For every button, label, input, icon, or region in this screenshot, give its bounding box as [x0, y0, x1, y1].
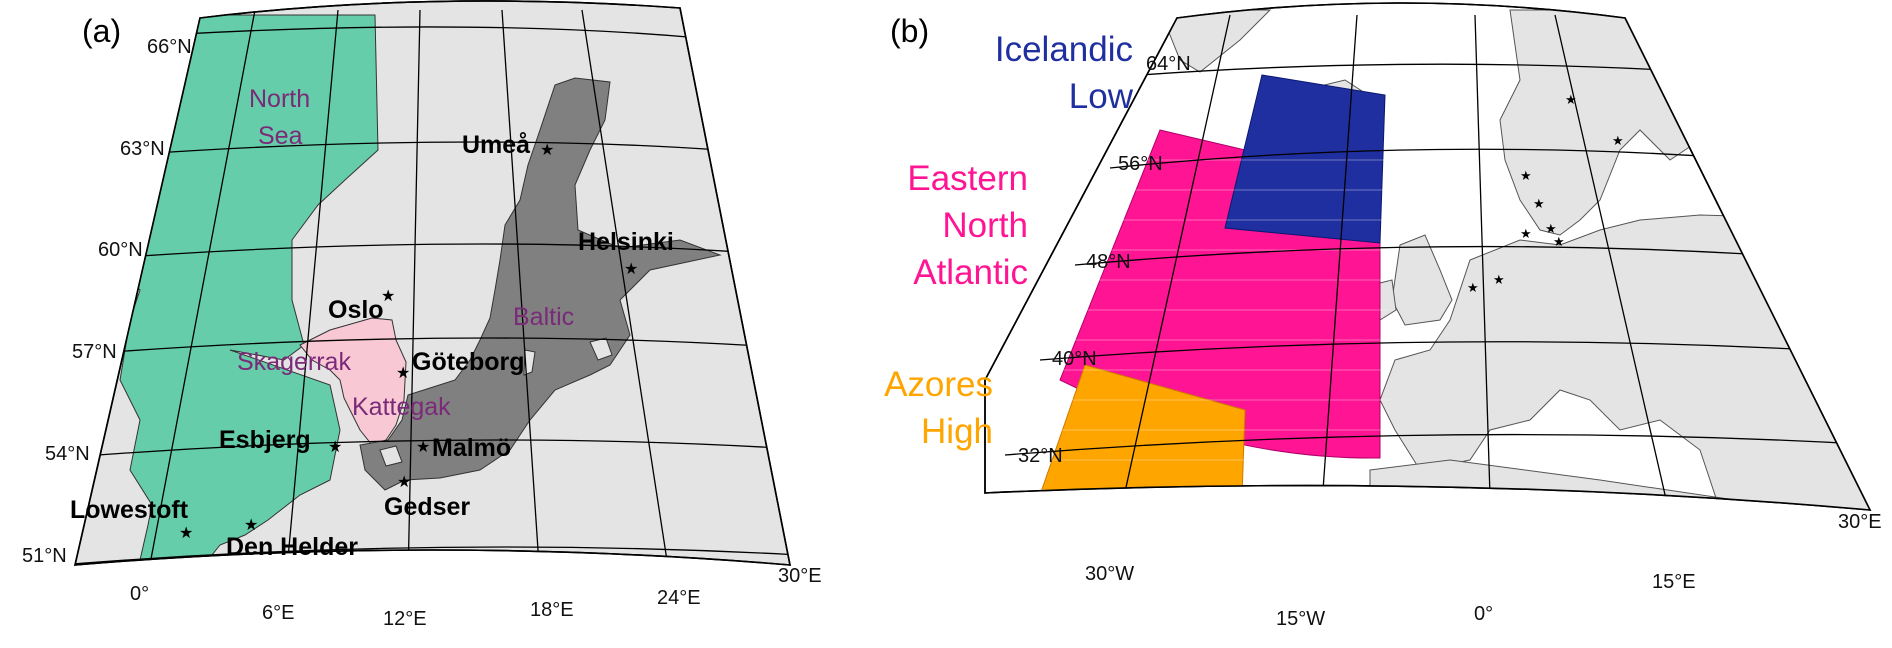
panel-b-domain-labels: Icelandic Low Eastern North Atlantic Azo…: [884, 30, 1134, 451]
lon-label-0: 0°: [130, 583, 149, 605]
lat-label-60n: 60°N: [98, 239, 143, 261]
panel-b-map: ★ ★ ★ ★ ★ ★ ★ ★ ★: [984, 2, 1872, 511]
lon-label-12e: 12°E: [383, 608, 427, 630]
lat-label-56n: 56°N: [1118, 153, 1163, 175]
svg-text:★: ★: [1520, 168, 1532, 183]
lon-label-0: 0°: [1474, 603, 1493, 625]
station-oslo-marker: ★: [381, 288, 395, 305]
gotland-island: [523, 349, 536, 376]
lat-label-66n: 66°N: [147, 36, 192, 58]
panel-a-meridians: [146, 9, 671, 565]
lat-label-48n: 48°N: [1086, 251, 1131, 273]
panel-b-parallels: [1004, 63, 1870, 456]
station-gedser-marker: ★: [397, 474, 411, 491]
icelandic-low-domain: [1224, 74, 1386, 244]
azores-high-label-line2: High: [921, 412, 993, 451]
station-helsinki-label: Helsinki: [578, 228, 674, 256]
lon-label-6e: 6°E: [262, 602, 294, 624]
lon-label-30e: 30°E: [1838, 511, 1882, 533]
station-helsinki-marker: ★: [624, 261, 638, 278]
station-den-helder-marker: ★: [244, 517, 258, 534]
lat-label-63n: 63°N: [120, 138, 165, 160]
station-malmo-label: Malmö: [432, 434, 511, 462]
eastern-north-atlantic-label-line2: North: [942, 206, 1028, 245]
skagerrak-label: Skagerrak: [237, 348, 351, 376]
panel-b-lat-labels: 64°N 56°N 48°N 40°N 32°N: [1018, 53, 1191, 467]
svg-text:★: ★: [1545, 221, 1557, 236]
panel-a-stations: Umeå ★ Helsinki ★ Oslo ★ Göteborg ★ Esbj…: [70, 131, 674, 561]
baltic-sea-region: [359, 77, 722, 491]
north-sea-label-line1: North: [249, 85, 310, 113]
lat-label-40n: 40°N: [1052, 348, 1097, 370]
panel-a-region-labels: North Sea Skagerrak Kattegak Baltic: [237, 85, 574, 421]
panel-b-lon-labels: 30°W 15°W 0° 15°E 30°E: [1085, 511, 1882, 630]
svg-text:★: ★: [1467, 280, 1479, 295]
svg-text:★: ★: [1612, 133, 1624, 148]
station-oslo-label: Oslo: [328, 296, 384, 324]
eastern-north-atlantic-label-line1: Eastern: [907, 159, 1028, 198]
svg-text:★: ★: [1533, 196, 1545, 211]
panel-a-map: [73, 0, 791, 566]
lon-label-24e: 24°E: [657, 587, 701, 609]
azores-high-label-line1: Azores: [884, 365, 993, 404]
panel-a-label: (a): [82, 13, 121, 49]
lon-label-30e: 30°E: [778, 565, 822, 587]
svg-text:★: ★: [1520, 226, 1532, 241]
north-sea-label-line2: Sea: [258, 122, 303, 150]
lat-label-32n: 32°N: [1018, 445, 1063, 467]
svg-text:★: ★: [1553, 234, 1565, 249]
icelandic-low-label-line1: Icelandic: [995, 30, 1133, 69]
station-den-helder-label: Den Helder: [226, 533, 358, 561]
station-esbjerg-label: Esbjerg: [219, 426, 311, 454]
svg-text:★: ★: [1493, 272, 1505, 287]
danish-island: [379, 445, 403, 467]
station-goteborg-marker: ★: [396, 365, 410, 382]
lat-label-51n: 51°N: [22, 545, 67, 567]
panel-b-meridians: [1109, 14, 1681, 510]
lon-label-30w: 30°W: [1085, 563, 1134, 585]
kattegat-label: Kattegak: [352, 393, 451, 421]
station-malmo-marker: ★: [416, 439, 430, 456]
lon-label-18e: 18°E: [530, 599, 574, 621]
station-gedser-label: Gedser: [384, 493, 470, 521]
panel-a-lon-labels: 0° 6°E 12°E 18°E 24°E 30°E: [130, 565, 822, 630]
lat-label-64n: 64°N: [1146, 53, 1191, 75]
station-lowestoft-marker: ★: [179, 525, 193, 542]
lon-label-15e: 15°E: [1652, 571, 1696, 593]
baltic-label: Baltic: [513, 303, 574, 331]
station-umea-marker: ★: [540, 142, 554, 159]
panel-a-lat-labels: 66°N 63°N 60°N 57°N 54°N 51°N: [22, 36, 192, 567]
eastern-north-atlantic-label-line3: Atlantic: [913, 253, 1028, 292]
lon-label-15w: 15°W: [1276, 608, 1325, 630]
lat-label-57n: 57°N: [72, 341, 117, 363]
europe-land: [1379, 214, 1870, 510]
panel-b-station-markers: ★ ★ ★ ★ ★ ★ ★ ★ ★: [1467, 92, 1624, 295]
svg-text:★: ★: [1565, 92, 1577, 107]
panel-b-label: (b): [890, 13, 929, 49]
icelandic-low-label-line2: Low: [1069, 77, 1134, 116]
lat-label-54n: 54°N: [45, 443, 90, 465]
station-esbjerg-marker: ★: [328, 439, 342, 456]
station-goteborg-label: Göteborg: [412, 348, 525, 376]
station-umea-label: Umeå: [462, 131, 530, 159]
station-lowestoft-label: Lowestoft: [70, 496, 189, 524]
